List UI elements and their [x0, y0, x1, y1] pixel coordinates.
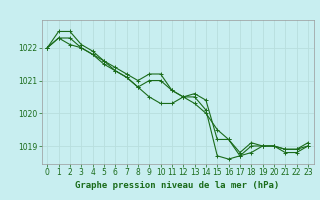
X-axis label: Graphe pression niveau de la mer (hPa): Graphe pression niveau de la mer (hPa)	[76, 181, 280, 190]
